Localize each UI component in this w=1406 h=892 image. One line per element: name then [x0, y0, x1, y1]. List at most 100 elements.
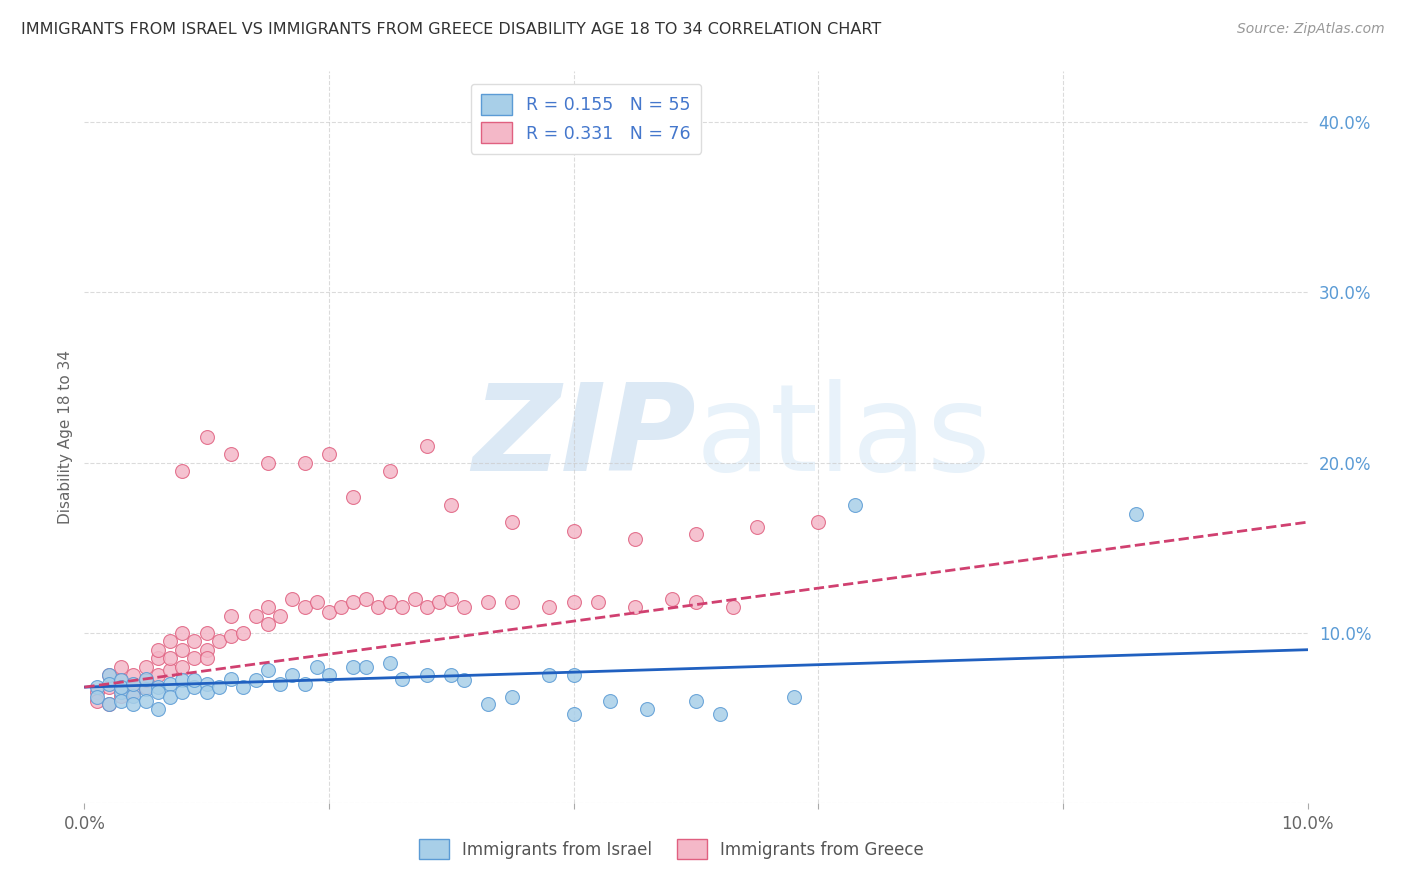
Point [354, 591, 377, 606]
Point [110, 659, 132, 673]
Point [354, 659, 377, 673]
Point [219, 608, 242, 623]
Point [172, 659, 194, 673]
Point [342, 595, 364, 609]
Point [183, 680, 205, 694]
Point [97, 668, 120, 682]
Point [1125, 507, 1147, 521]
Point [783, 690, 806, 705]
Point [562, 668, 585, 682]
Point [110, 689, 132, 703]
Point [440, 591, 463, 606]
Point [257, 456, 280, 470]
Point [135, 672, 157, 686]
Point [477, 595, 499, 609]
Point [245, 608, 267, 623]
Point [342, 490, 364, 504]
Point [219, 629, 242, 643]
Point [232, 680, 254, 694]
Point [146, 642, 169, 657]
Point [219, 672, 242, 686]
Legend: Immigrants from Israel, Immigrants from Greece: Immigrants from Israel, Immigrants from … [411, 830, 932, 868]
Point [709, 707, 731, 722]
Point [685, 527, 707, 541]
Point [135, 681, 157, 696]
Point [440, 668, 463, 682]
Point [245, 673, 267, 688]
Point [86, 690, 108, 705]
Point [208, 634, 231, 648]
Point [195, 685, 218, 699]
Point [318, 605, 340, 619]
Point [172, 673, 194, 688]
Point [380, 464, 402, 478]
Text: Source: ZipAtlas.com: Source: ZipAtlas.com [1237, 22, 1385, 37]
Point [586, 595, 609, 609]
Point [721, 600, 744, 615]
Point [269, 608, 291, 623]
Point [391, 600, 413, 615]
Point [305, 659, 328, 673]
Point [427, 595, 450, 609]
Text: atlas: atlas [696, 378, 991, 496]
Point [661, 591, 683, 606]
Point [159, 663, 181, 677]
Point [440, 498, 463, 512]
Point [453, 600, 475, 615]
Point [219, 447, 242, 461]
Point [146, 651, 169, 665]
Point [624, 600, 647, 615]
Point [318, 668, 340, 682]
Point [110, 685, 132, 699]
Point [135, 659, 157, 673]
Point [135, 673, 157, 688]
Point [135, 694, 157, 708]
Point [86, 694, 108, 708]
Point [172, 625, 194, 640]
Point [110, 694, 132, 708]
Point [416, 668, 439, 682]
Point [257, 600, 280, 615]
Point [195, 651, 218, 665]
Point [97, 668, 120, 682]
Point [342, 659, 364, 673]
Point [97, 677, 120, 691]
Point [318, 447, 340, 461]
Point [416, 439, 439, 453]
Point [110, 673, 132, 688]
Point [380, 595, 402, 609]
Point [416, 600, 439, 615]
Y-axis label: Disability Age 18 to 34: Disability Age 18 to 34 [58, 350, 73, 524]
Point [183, 651, 205, 665]
Point [159, 651, 181, 665]
Point [330, 600, 353, 615]
Point [502, 515, 524, 529]
Point [97, 697, 120, 711]
Point [122, 697, 145, 711]
Point [562, 707, 585, 722]
Point [122, 677, 145, 691]
Point [146, 680, 169, 694]
Point [294, 600, 316, 615]
Point [146, 702, 169, 716]
Point [477, 697, 499, 711]
Point [294, 677, 316, 691]
Point [257, 663, 280, 677]
Point [562, 595, 585, 609]
Point [269, 677, 291, 691]
Point [294, 456, 316, 470]
Point [195, 430, 218, 444]
Point [122, 668, 145, 682]
Point [97, 680, 120, 694]
Point [122, 677, 145, 691]
Point [305, 595, 328, 609]
Point [257, 617, 280, 632]
Point [172, 685, 194, 699]
Point [86, 680, 108, 694]
Point [97, 697, 120, 711]
Point [195, 642, 218, 657]
Point [208, 680, 231, 694]
Point [844, 498, 866, 512]
Point [146, 685, 169, 699]
Point [281, 591, 304, 606]
